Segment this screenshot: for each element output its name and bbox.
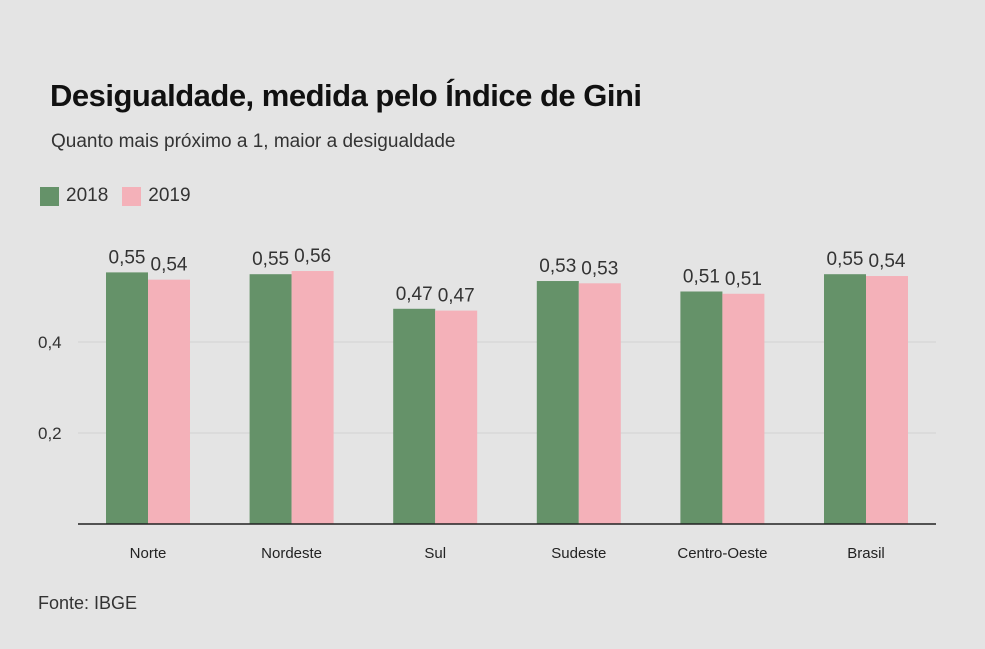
data-label: 0,47 <box>438 286 475 307</box>
y-tick-label: 0,4 <box>38 333 62 352</box>
bar-2018 <box>536 281 579 524</box>
data-label: 0,47 <box>396 284 433 305</box>
category-label: Norte <box>130 545 167 562</box>
bar-2019 <box>866 276 908 524</box>
category-label: Sudeste <box>551 545 606 562</box>
category-label: Brasil <box>847 545 885 562</box>
category-label: Nordeste <box>261 545 322 562</box>
data-label: 0,56 <box>294 246 331 267</box>
chart-subtitle: Quanto mais próximo a 1, maior a desigua… <box>51 131 456 152</box>
bar-2019 <box>578 283 621 524</box>
bar-2019 <box>722 293 765 524</box>
bar-2019 <box>435 310 478 524</box>
data-label: 0,55 <box>252 249 289 270</box>
legend-item-2018: 2018 <box>40 185 108 207</box>
data-label: 0,53 <box>581 258 618 279</box>
legend: 2018 2019 <box>40 185 191 207</box>
legend-item-2019: 2019 <box>122 185 191 207</box>
data-label: 0,55 <box>827 249 864 270</box>
data-label: 0,51 <box>683 266 720 287</box>
chart-title: Desigualdade, medida pelo Índice de Gini <box>50 78 642 113</box>
data-label: 0,54 <box>151 255 188 276</box>
legend-label-2019: 2019 <box>148 185 191 206</box>
bar-2018 <box>106 272 148 524</box>
legend-label-2018: 2018 <box>66 185 109 206</box>
legend-swatch-2018 <box>40 186 59 206</box>
y-tick-label: 0,2 <box>38 424 62 443</box>
category-label: Sul <box>424 545 446 562</box>
data-label: 0,51 <box>725 269 762 290</box>
data-label: 0,53 <box>539 256 576 277</box>
source-note: Fonte: IBGE <box>38 593 138 613</box>
bar-2019 <box>291 271 334 524</box>
legend-swatch-2019 <box>122 186 142 206</box>
bar-2018 <box>393 308 436 524</box>
bar-2018 <box>824 274 866 524</box>
bar-2019 <box>148 279 190 524</box>
bar-2018 <box>680 291 723 524</box>
data-label: 0,54 <box>869 251 906 272</box>
data-label: 0,55 <box>109 247 146 268</box>
category-label: Centro-Oeste <box>677 545 767 562</box>
bar-2018 <box>249 274 292 524</box>
